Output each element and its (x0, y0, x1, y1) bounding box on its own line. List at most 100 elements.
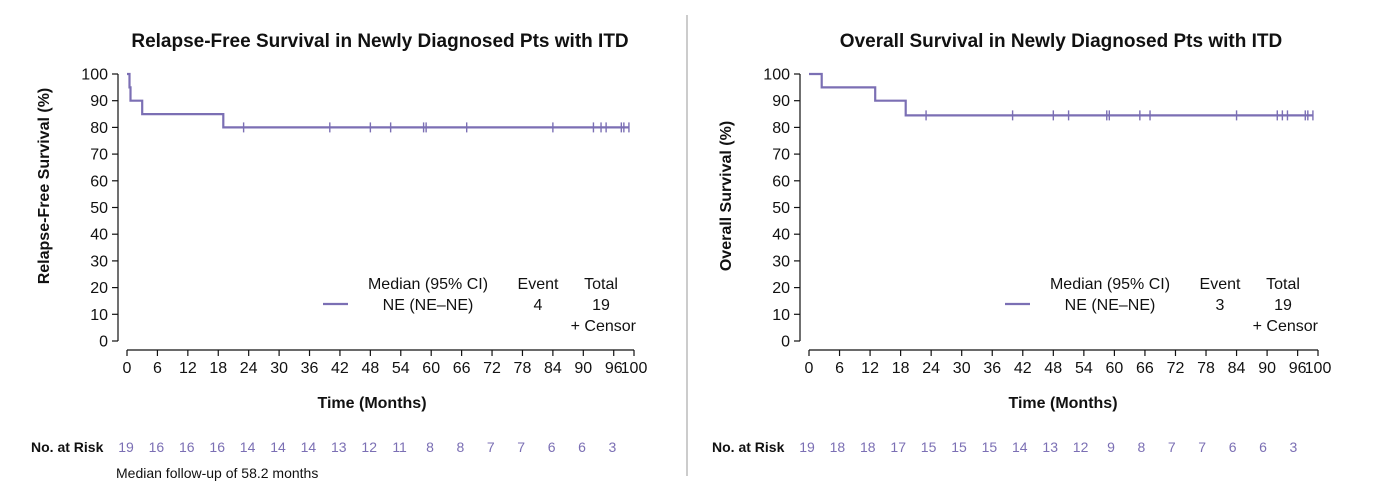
risk-value: 14 (1012, 439, 1028, 455)
x-tick-label: 18 (892, 360, 910, 377)
risk-value: 12 (1073, 439, 1089, 455)
y-tick-label: 0 (99, 334, 108, 351)
risk-value: 16 (179, 439, 195, 455)
x-tick-label: 72 (483, 360, 501, 377)
risk-value: 13 (1042, 439, 1058, 455)
risk-value: 16 (149, 439, 165, 455)
risk-value: 6 (1259, 439, 1267, 455)
legend-median-value: NE (NE–NE) (1065, 297, 1156, 314)
y-tick-label: 50 (772, 200, 790, 217)
risk-value: 13 (331, 439, 347, 455)
x-tick-label: 54 (392, 360, 410, 377)
x-tick-label: 66 (1136, 360, 1154, 377)
x-axis-label: Time (Months) (317, 395, 426, 412)
risk-value: 8 (457, 439, 465, 455)
x-tick-label: 30 (270, 360, 288, 377)
risk-value: 15 (982, 439, 998, 455)
y-tick-label: 10 (772, 307, 790, 324)
risk-value: 15 (951, 439, 967, 455)
risk-value: 17 (890, 439, 906, 455)
x-tick-label: 78 (514, 360, 532, 377)
y-tick-label: 50 (90, 200, 108, 217)
chart-panel-1: Relapse-Free Survival in Newly Diagnosed… (31, 31, 647, 455)
legend-header-event: Event (1200, 276, 1241, 293)
chart-title: Overall Survival in Newly Diagnosed Pts … (840, 31, 1282, 52)
x-tick-label: 60 (1106, 360, 1124, 377)
y-tick-label: 70 (90, 147, 108, 164)
x-tick-label: 90 (1258, 360, 1276, 377)
y-axis-label: Relapse-Free Survival (%) (36, 88, 53, 285)
risk-value: 3 (1290, 439, 1298, 455)
x-tick-label: 36 (983, 360, 1001, 377)
x-tick-label: 42 (331, 360, 349, 377)
y-tick-label: 60 (90, 173, 108, 190)
x-tick-label: 54 (1075, 360, 1093, 377)
y-tick-label: 100 (81, 67, 108, 84)
y-tick-label: 80 (772, 120, 790, 137)
y-tick-label: 90 (90, 93, 108, 110)
risk-table-label: No. at Risk (31, 439, 104, 455)
x-tick-label: 72 (1167, 360, 1185, 377)
risk-value: 6 (1229, 439, 1237, 455)
risk-value: 7 (487, 439, 495, 455)
risk-table-label: No. at Risk (712, 439, 785, 455)
x-tick-label: 100 (1305, 360, 1332, 377)
x-tick-label: 6 (153, 360, 162, 377)
risk-value: 7 (517, 439, 525, 455)
y-tick-label: 0 (781, 334, 790, 351)
x-tick-label: 96 (605, 360, 623, 377)
x-tick-label: 0 (123, 360, 132, 377)
y-tick-label: 40 (772, 227, 790, 244)
legend-header-median: Median (95% CI) (368, 276, 488, 293)
x-tick-label: 12 (861, 360, 879, 377)
chart-title: Relapse-Free Survival in Newly Diagnosed… (131, 31, 628, 52)
risk-value: 14 (270, 439, 286, 455)
y-tick-label: 20 (90, 280, 108, 297)
risk-value: 15 (921, 439, 937, 455)
y-tick-label: 20 (772, 280, 790, 297)
x-tick-label: 84 (544, 360, 562, 377)
x-tick-label: 100 (621, 360, 648, 377)
x-tick-label: 48 (361, 360, 379, 377)
x-tick-label: 84 (1228, 360, 1246, 377)
risk-value: 14 (301, 439, 317, 455)
y-axis-label: Overall Survival (%) (718, 121, 735, 271)
y-tick-label: 100 (763, 67, 790, 84)
risk-value: 19 (118, 439, 134, 455)
x-axis-label: Time (Months) (1008, 395, 1117, 412)
survival-curve (127, 72, 629, 129)
x-tick-label: 96 (1289, 360, 1307, 377)
x-tick-label: 18 (209, 360, 227, 377)
y-tick-label: 30 (772, 253, 790, 270)
y-tick-label: 80 (90, 120, 108, 137)
x-tick-label: 66 (453, 360, 471, 377)
legend-header-median: Median (95% CI) (1050, 276, 1170, 293)
legend-censor-note: + Censor (571, 318, 637, 335)
x-tick-label: 24 (922, 360, 940, 377)
risk-value: 14 (240, 439, 256, 455)
chart-panel-2: Overall Survival in Newly Diagnosed Pts … (712, 31, 1331, 455)
y-tick-label: 60 (772, 173, 790, 190)
risk-value: 7 (1198, 439, 1206, 455)
x-tick-label: 24 (240, 360, 258, 377)
legend-total-value: 19 (592, 297, 610, 314)
x-tick-label: 90 (574, 360, 592, 377)
legend-event-value: 4 (534, 297, 543, 314)
risk-value: 18 (860, 439, 876, 455)
legend-header-total: Total (584, 276, 618, 293)
risk-value: 11 (392, 439, 407, 455)
risk-value: 8 (426, 439, 434, 455)
y-tick-label: 40 (90, 227, 108, 244)
risk-value: 12 (361, 439, 377, 455)
risk-value: 7 (1168, 439, 1176, 455)
x-tick-label: 60 (422, 360, 440, 377)
y-tick-label: 10 (90, 307, 108, 324)
x-tick-label: 42 (1014, 360, 1032, 377)
risk-value: 3 (609, 439, 617, 455)
legend-median-value: NE (NE–NE) (383, 297, 474, 314)
risk-value: 6 (578, 439, 586, 455)
y-tick-label: 90 (772, 93, 790, 110)
x-tick-label: 12 (179, 360, 197, 377)
risk-value: 18 (830, 439, 846, 455)
